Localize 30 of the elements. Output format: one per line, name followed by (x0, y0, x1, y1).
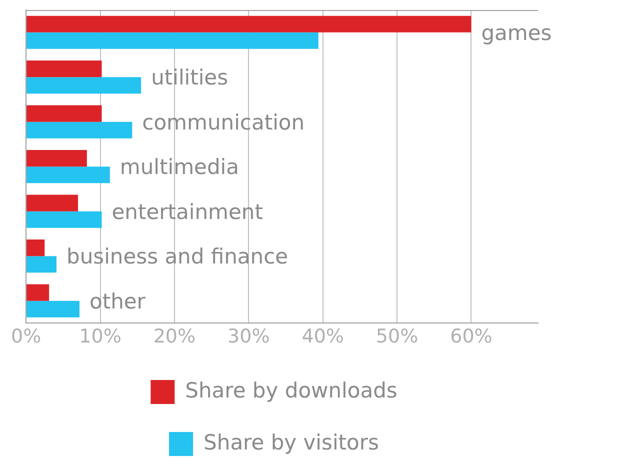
x-tick-label: 60% (450, 326, 492, 348)
bar (26, 284, 50, 301)
bar (26, 122, 132, 138)
y-tick-label: entertainment (112, 200, 263, 224)
bar (26, 16, 472, 32)
bar (26, 60, 102, 78)
bar (26, 150, 87, 167)
bar (26, 32, 318, 49)
bar (26, 166, 110, 184)
legend-label: Share by visitors (204, 430, 379, 454)
bar (26, 194, 78, 212)
legend-label: Share by downloads (185, 378, 398, 402)
bar (26, 211, 102, 228)
x-tick-label: 20% (153, 326, 196, 348)
y-tick-label: communication (142, 110, 305, 134)
y-tick-label: multimedia (120, 155, 239, 180)
x-tick-label: 40% (302, 326, 344, 348)
y-tick-label: utilities (151, 66, 228, 90)
x-tick-label: 30% (228, 326, 270, 348)
bar (26, 240, 45, 256)
x-tick-label: 10% (79, 326, 122, 348)
bar (26, 256, 56, 273)
x-tick-label: 0% (10, 326, 42, 348)
bar (26, 77, 142, 94)
y-tick-label: other (89, 289, 146, 314)
y-tick-label: business and finance (66, 244, 288, 269)
x-tick-label: 50% (376, 326, 418, 348)
y-tick-label: games (481, 20, 552, 45)
bar (26, 300, 80, 318)
bar (26, 105, 102, 122)
